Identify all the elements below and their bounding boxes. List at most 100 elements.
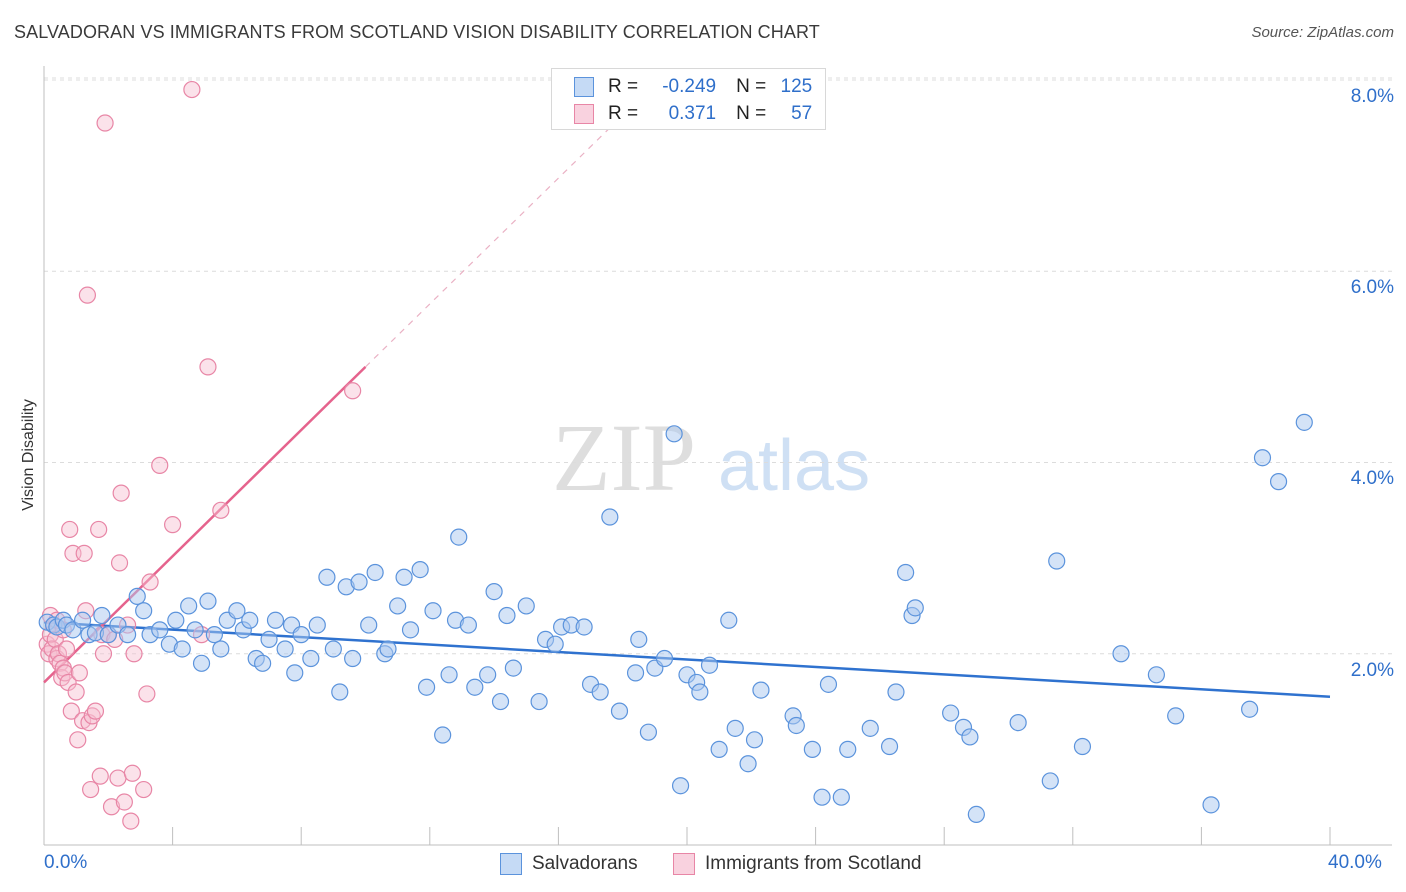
data-point-salvadorans [832, 788, 850, 806]
data-point-salvadorans [626, 664, 645, 682]
y-tick-label: 4.0% [1350, 468, 1394, 489]
data-point-salvadorans [128, 587, 146, 605]
data-point-salvadorans [897, 563, 915, 582]
y-tick-label: 8.0% [1350, 86, 1394, 107]
data-point-scotland [67, 683, 85, 701]
data-point-salvadorans [173, 640, 191, 658]
data-point-salvadorans [1253, 449, 1272, 467]
data-point-salvadorans [1147, 666, 1165, 684]
data-point-salvadorans [366, 563, 384, 582]
data-point-salvadorans [186, 621, 204, 639]
n-label: N = [736, 76, 767, 97]
data-point-scotland [78, 286, 97, 304]
data-point-salvadorans [906, 599, 924, 617]
data-point-salvadorans [630, 630, 648, 649]
data-point-salvadorans [803, 740, 821, 758]
data-point-salvadorans [440, 666, 458, 684]
data-point-salvadorans [1009, 713, 1027, 732]
chart-title: SALVADORAN VS IMMIGRANTS FROM SCOTLAND V… [14, 22, 820, 42]
data-point-salvadorans [331, 683, 349, 701]
blue-swatch [574, 77, 594, 97]
data-point-scotland [125, 645, 143, 663]
watermark-atlas: atlas [718, 426, 870, 506]
data-point-salvadorans [424, 602, 442, 620]
data-point-salvadorans [260, 630, 278, 649]
data-point-scotland [212, 501, 230, 519]
data-point-scotland [102, 798, 121, 816]
data-point-salvadorans [389, 597, 407, 615]
data-point-salvadorans [135, 602, 153, 620]
data-point-salvadorans [880, 737, 899, 756]
data-point-salvadorans [434, 726, 452, 744]
data-point-salvadorans [655, 649, 674, 668]
data-point-salvadorans [1112, 645, 1130, 663]
data-point-salvadorans [1073, 737, 1092, 756]
data-point-salvadorans [752, 681, 770, 699]
data-point-salvadorans [942, 704, 960, 722]
data-point-scotland [75, 544, 93, 562]
data-point-salvadorans [459, 616, 477, 634]
data-point-salvadorans [151, 621, 169, 639]
data-point-salvadorans [350, 573, 368, 591]
source-label: Source: ZipAtlas.com [1251, 24, 1394, 41]
data-point-salvadorans [610, 702, 629, 720]
data-point-salvadorans [665, 425, 683, 443]
data-point-salvadorans [241, 611, 259, 629]
data-point-salvadorans [205, 626, 223, 644]
data-point-salvadorans [1202, 796, 1220, 814]
data-point-salvadorans [887, 683, 905, 701]
watermark-zip: ZIP [552, 404, 696, 511]
data-point-salvadorans [292, 626, 310, 644]
data-point-salvadorans [286, 664, 304, 682]
data-point-salvadorans [575, 618, 593, 636]
data-point-salvadorans [450, 528, 468, 546]
data-point-salvadorans [1295, 413, 1313, 431]
data-point-scotland [83, 707, 101, 725]
legend-item-scotland[interactable]: Immigrants from Scotland [673, 851, 921, 877]
data-point-scotland [183, 80, 201, 99]
data-point-salvadorans [360, 616, 378, 634]
data-point-scotland [199, 358, 217, 376]
data-point-salvadorans [318, 568, 336, 586]
data-point-scotland [40, 645, 58, 663]
data-point-scotland [141, 573, 159, 591]
n-value: 57 [791, 103, 813, 124]
data-point-salvadorans [308, 616, 326, 634]
data-point-salvadorans [485, 582, 503, 601]
data-point-scotland [51, 654, 69, 672]
data-point-salvadorans [1167, 707, 1185, 725]
trendline-scotland-extension [365, 127, 611, 368]
data-point-scotland [90, 520, 108, 539]
data-point-salvadorans [93, 606, 111, 625]
data-point-salvadorans [1048, 552, 1066, 570]
data-point-scotland [109, 769, 127, 787]
data-point-salvadorans [118, 626, 137, 644]
data-point-salvadorans [199, 592, 217, 610]
data-point-salvadorans [819, 675, 838, 693]
data-point-salvadorans [517, 597, 535, 615]
data-point-scotland [122, 812, 140, 830]
n-label: N = [736, 103, 767, 124]
data-point-salvadorans [344, 649, 362, 668]
data-point-salvadorans [302, 649, 320, 668]
legend-row-salvadorans: R = -0.249 N = 125 [574, 74, 812, 100]
data-point-salvadorans [254, 654, 272, 672]
data-point-salvadorans [967, 805, 985, 824]
data-point-scotland [164, 516, 182, 534]
legend-item-salvadorans[interactable]: Salvadorans [500, 851, 638, 877]
legend-label: Salvadorans [532, 853, 638, 874]
data-point-salvadorans [530, 692, 548, 711]
data-point-salvadorans [787, 716, 805, 735]
data-point-scotland [135, 780, 153, 799]
data-point-scotland [57, 640, 76, 658]
data-point-salvadorans [601, 508, 619, 526]
blue-swatch [500, 853, 522, 875]
data-point-salvadorans [379, 640, 397, 658]
data-point-scotland [94, 645, 113, 663]
data-point-salvadorans [1269, 473, 1288, 491]
data-point-salvadorans [591, 683, 609, 701]
data-point-scotland [70, 664, 88, 682]
data-point-scotland [82, 780, 100, 799]
data-point-salvadorans [276, 640, 294, 658]
x-tick-label-max: 40.0% [1328, 852, 1382, 873]
